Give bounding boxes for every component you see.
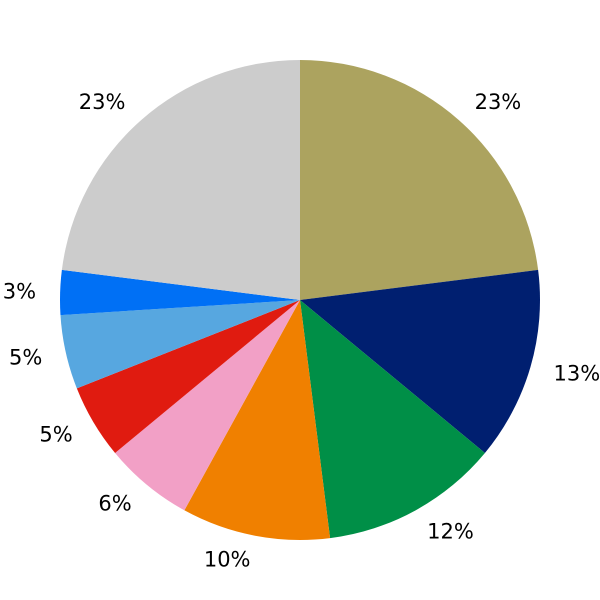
pie-slice-green bbox=[300, 300, 485, 539]
pie-slice-sky-blue bbox=[60, 300, 300, 389]
pie-slice-label-red: 5% bbox=[39, 422, 72, 446]
pie-slice-orange bbox=[184, 300, 331, 541]
pie-slice-pink bbox=[115, 300, 300, 511]
pie-slice-label-pink: 6% bbox=[98, 491, 131, 515]
pie-slice-label-gray: 23% bbox=[79, 90, 126, 114]
pie-slice-red bbox=[76, 300, 300, 453]
pie-slice-label-green: 12% bbox=[427, 519, 474, 543]
pie-slice-label-navy: 13% bbox=[554, 362, 600, 386]
pie-slice-label-blue: 3% bbox=[3, 280, 36, 304]
pie-slice-label-sky-blue: 5% bbox=[9, 346, 42, 370]
pie-slice-label-orange: 10% bbox=[204, 547, 251, 571]
pie-slice-label-khaki: 23% bbox=[475, 90, 522, 114]
pie-slice-gray bbox=[61, 60, 300, 300]
pie-slice-navy bbox=[300, 269, 541, 453]
pie-labels: 23% 13% 12% 10% 6% 5% 5% 3% 23% bbox=[3, 90, 600, 571]
pie-slice-khaki bbox=[300, 60, 539, 300]
pie-slice-blue bbox=[59, 269, 300, 316]
pie-slices bbox=[59, 60, 541, 541]
